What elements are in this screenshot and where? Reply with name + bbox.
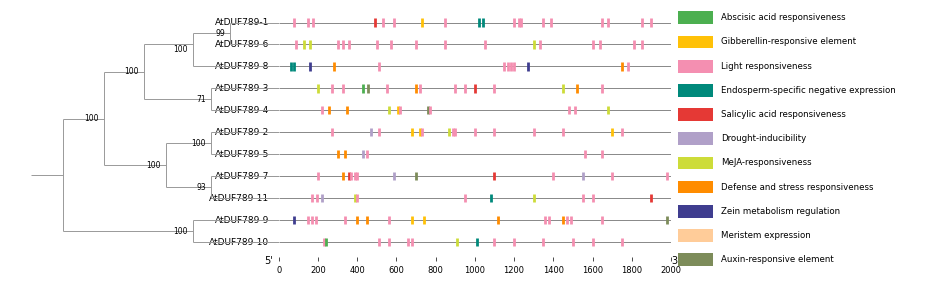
Text: Salicylic acid responsiveness: Salicylic acid responsiveness: [720, 110, 846, 119]
Text: AtDUF789-5: AtDUF789-5: [214, 150, 269, 159]
Text: AtDUF789-1: AtDUF789-1: [214, 18, 269, 27]
Text: 100: 100: [124, 67, 139, 76]
Text: Gibberellin-responsive element: Gibberellin-responsive element: [720, 37, 855, 47]
Text: 100: 100: [84, 114, 98, 123]
Text: AtDUF789-9: AtDUF789-9: [214, 216, 269, 225]
Text: 99: 99: [215, 29, 225, 38]
FancyBboxPatch shape: [678, 35, 713, 48]
FancyBboxPatch shape: [678, 156, 713, 169]
FancyBboxPatch shape: [678, 11, 713, 24]
FancyBboxPatch shape: [678, 253, 713, 266]
Text: Light responsiveness: Light responsiveness: [720, 62, 812, 71]
Text: 3': 3': [670, 256, 679, 266]
Text: Drought-inducibility: Drought-inducibility: [720, 134, 806, 143]
Text: AtDUF789-2: AtDUF789-2: [214, 128, 269, 137]
Text: 100: 100: [145, 161, 160, 170]
Text: AtDUF789-11: AtDUF789-11: [209, 194, 269, 202]
FancyBboxPatch shape: [678, 229, 713, 242]
Text: Meristem expression: Meristem expression: [720, 231, 810, 240]
Text: AtDUF789-10: AtDUF789-10: [209, 238, 269, 247]
FancyBboxPatch shape: [678, 205, 713, 218]
Text: Endosperm-specific negative expression: Endosperm-specific negative expression: [720, 86, 895, 95]
Text: 100: 100: [173, 45, 187, 54]
Text: AtDUF789-6: AtDUF789-6: [214, 40, 269, 49]
Text: 5': 5': [264, 256, 273, 266]
Text: AtDUF789-7: AtDUF789-7: [214, 172, 269, 181]
Text: Abscisic acid responsiveness: Abscisic acid responsiveness: [720, 13, 845, 22]
FancyBboxPatch shape: [678, 60, 713, 73]
Text: 100: 100: [173, 227, 187, 236]
Text: AtDUF789-3: AtDUF789-3: [214, 84, 269, 93]
FancyBboxPatch shape: [678, 108, 713, 121]
Text: MeJA-responsiveness: MeJA-responsiveness: [720, 158, 811, 167]
Text: Zein metabolism regulation: Zein metabolism regulation: [720, 207, 840, 216]
Text: 93: 93: [196, 183, 206, 192]
Text: 100: 100: [192, 139, 206, 148]
Text: AtDUF789-4: AtDUF789-4: [214, 106, 269, 115]
Text: 71: 71: [196, 95, 206, 104]
FancyBboxPatch shape: [678, 181, 713, 193]
Text: Auxin-responsive element: Auxin-responsive element: [720, 255, 834, 264]
Text: AtDUF789-8: AtDUF789-8: [214, 62, 269, 71]
Text: Defense and stress responsiveness: Defense and stress responsiveness: [720, 182, 873, 192]
FancyBboxPatch shape: [678, 132, 713, 145]
FancyBboxPatch shape: [678, 84, 713, 97]
